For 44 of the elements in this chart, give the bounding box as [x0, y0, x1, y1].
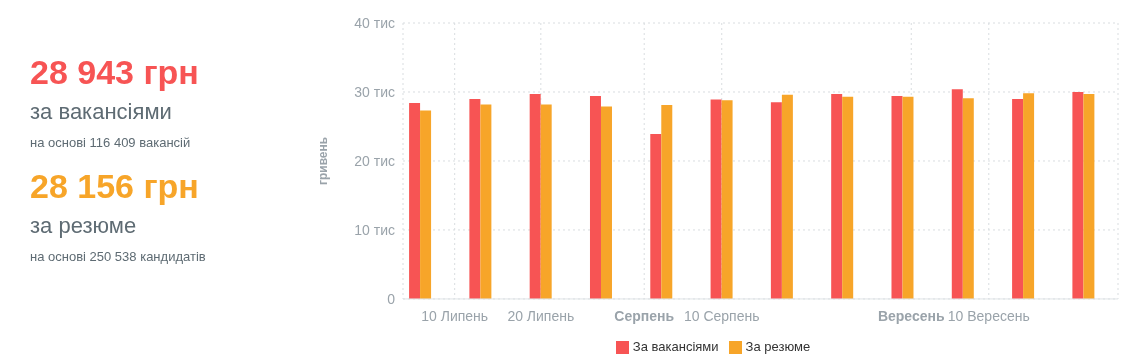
bar	[781, 94, 793, 299]
text: за резюме	[30, 212, 138, 240]
bar	[469, 98, 481, 299]
x-tick-label: 20 Липень	[507, 307, 575, 324]
bar	[721, 100, 733, 299]
bar	[480, 104, 492, 299]
bar	[529, 94, 541, 299]
bar	[842, 96, 854, 299]
bar	[902, 96, 914, 299]
legend-label: За резюме	[745, 338, 811, 354]
text: за вакансіями	[30, 98, 173, 126]
bar	[409, 103, 421, 299]
text: 28 156 грн	[30, 166, 200, 206]
bar	[589, 96, 601, 299]
bar	[891, 96, 903, 299]
legend-label: За вакансіями	[632, 338, 719, 354]
bar	[600, 106, 612, 299]
y-axis-title: гривень	[316, 136, 331, 186]
y-tick-label: 20 тис	[354, 152, 395, 169]
text: на основі 250 538 кандидатів	[30, 248, 207, 266]
text: на основі 116 409 вакансій	[30, 134, 192, 152]
y-tick-label: 10 тис	[354, 221, 395, 238]
x-tick-label: 10 Липень	[421, 307, 489, 324]
bar	[710, 99, 722, 299]
y-tick-label: 0	[387, 290, 396, 307]
bar	[831, 94, 843, 299]
y-tick-label: 40 тис	[354, 14, 395, 31]
bar	[770, 102, 782, 299]
bar	[650, 134, 662, 299]
bar	[951, 89, 963, 299]
bar	[540, 104, 552, 299]
bar	[1023, 93, 1035, 299]
y-tick-label: 30 тис	[354, 83, 395, 100]
bar	[1012, 98, 1024, 299]
text: 28 943 грн	[30, 52, 200, 92]
bar	[420, 110, 432, 299]
bar	[661, 105, 673, 299]
x-tick-label: Серпень	[614, 307, 675, 324]
bar	[1072, 91, 1084, 299]
bar	[962, 98, 974, 299]
x-tick-label: 10 Серпень	[683, 307, 760, 324]
bar	[1083, 94, 1095, 299]
x-tick-label: 10 Вересень	[947, 307, 1030, 324]
x-tick-label: Вересень	[877, 307, 945, 324]
